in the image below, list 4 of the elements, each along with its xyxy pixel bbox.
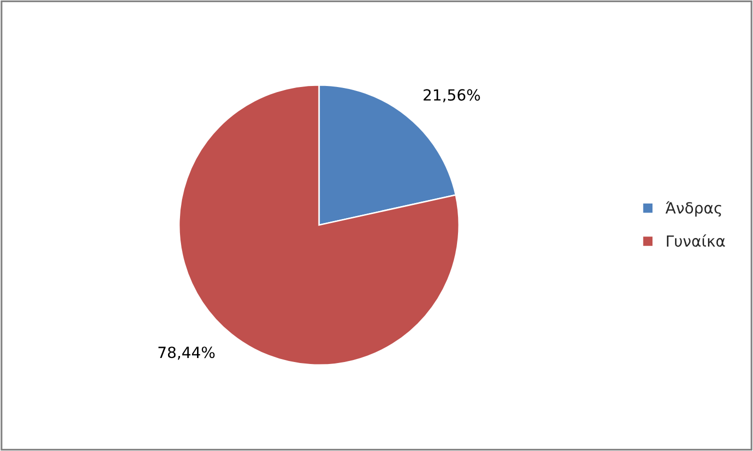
data-label: 21,56%: [424, 89, 480, 102]
legend-label: Άνδρας: [666, 201, 722, 217]
legend-label: Γυναίκα: [666, 234, 725, 247]
data-label: 78,44%: [158, 346, 215, 360]
